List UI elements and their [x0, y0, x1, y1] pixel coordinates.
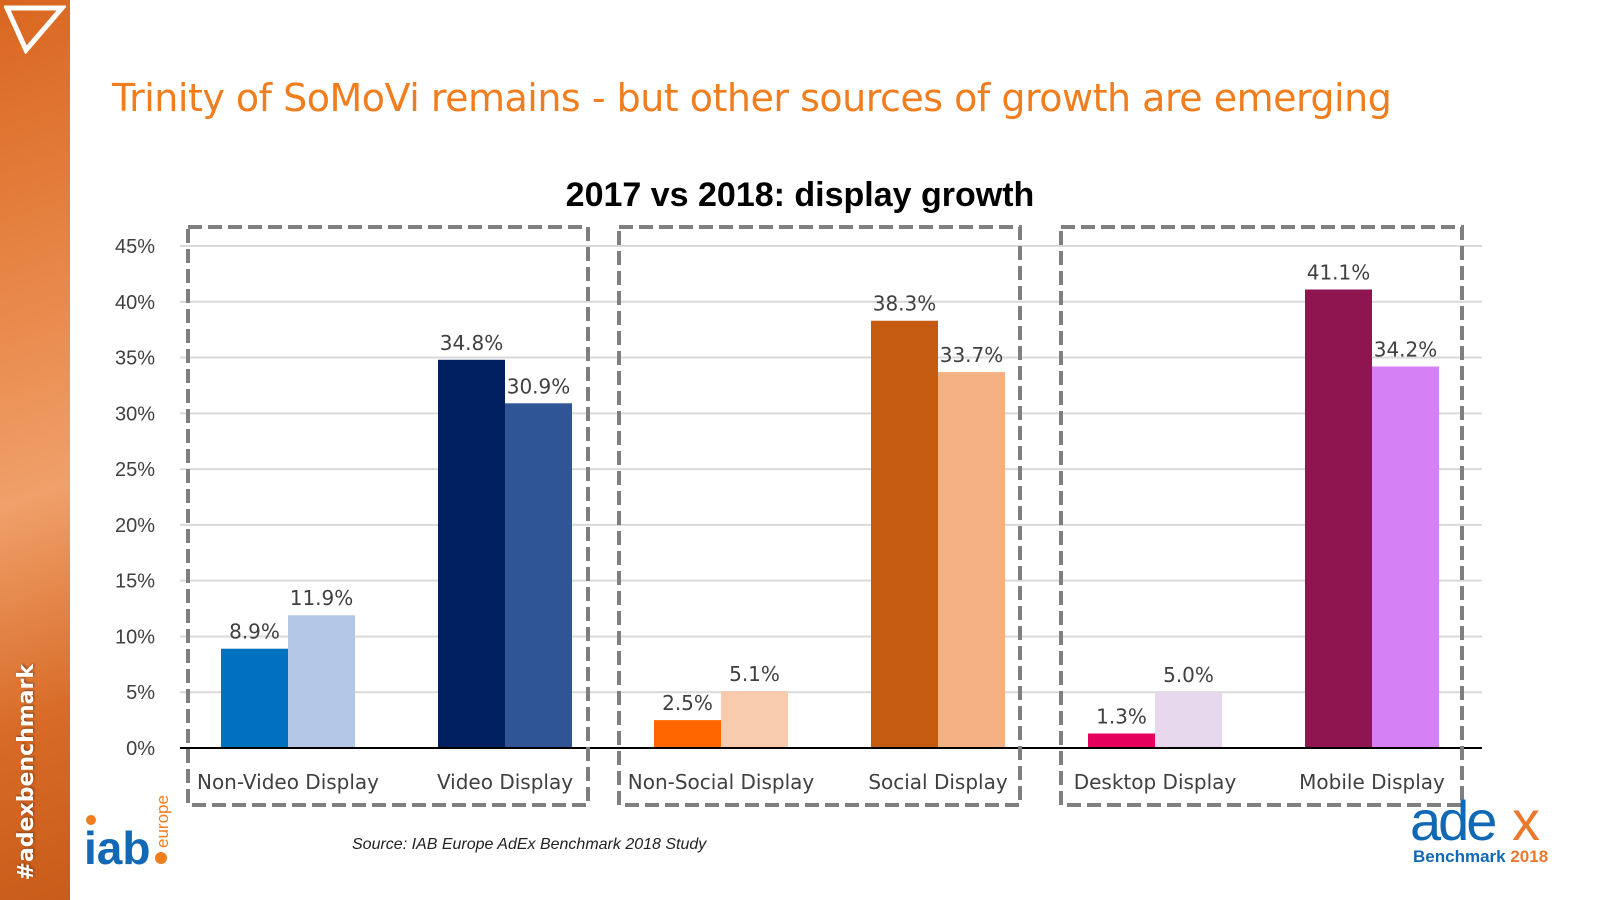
data-label: 5.0%	[1163, 663, 1214, 687]
y-tick-label: 30%	[115, 403, 155, 425]
y-tick-label: 5%	[126, 682, 155, 704]
svg-text:ade: ade	[1410, 789, 1495, 852]
adex-benchmark-logo: ade x Benchmark 2018	[1410, 789, 1548, 866]
bar	[221, 648, 288, 748]
x-tick-label: Non-Social Display	[628, 770, 815, 794]
y-tick-label: 15%	[115, 571, 155, 593]
slide-title: Trinity of SoMoVi remains - but other so…	[112, 76, 1392, 120]
bar	[938, 372, 1005, 748]
data-label: 34.2%	[1374, 337, 1438, 361]
group-box	[617, 225, 1022, 807]
data-label: 41.1%	[1307, 261, 1371, 285]
data-label: 38.3%	[873, 292, 937, 316]
bar	[288, 615, 355, 748]
bar	[1372, 366, 1439, 748]
data-label: 11.9%	[290, 586, 354, 610]
y-tick-label: 25%	[115, 459, 155, 481]
x-tick-label: Non-Video Display	[197, 770, 379, 794]
source-note: Source: IAB Europe AdEx Benchmark 2018 S…	[352, 836, 707, 853]
chart-title: 2017 vs 2018: display growth	[565, 176, 1035, 214]
y-tick-label: 0%	[126, 738, 155, 760]
x-tick-label: Social Display	[868, 770, 1008, 794]
data-label: 33.7%	[940, 343, 1004, 367]
data-label: 2.5%	[662, 691, 713, 715]
y-tick-label: 10%	[115, 626, 155, 648]
svg-text:x: x	[1512, 789, 1540, 852]
bar	[654, 720, 721, 748]
x-tick-label: Mobile Display	[1299, 770, 1445, 794]
y-tick-label: 45%	[115, 236, 155, 258]
sidebar: #adexbenchmark	[0, 0, 70, 900]
y-tick-label: 35%	[115, 348, 155, 370]
data-label: 30.9%	[507, 374, 571, 398]
data-label: 34.8%	[440, 331, 504, 355]
iab-europe-logo: iab europe	[84, 795, 172, 868]
y-tick-label: 40%	[115, 292, 155, 314]
svg-text:Benchmark 2018: Benchmark 2018	[1413, 847, 1548, 866]
svg-text:europe: europe	[153, 795, 172, 848]
data-label: 8.9%	[229, 620, 280, 644]
bar	[438, 359, 505, 748]
bar	[1155, 692, 1222, 748]
bar	[1088, 733, 1155, 748]
data-label: 1.3%	[1096, 704, 1147, 728]
data-label: 5.1%	[729, 662, 780, 686]
x-tick-label: Video Display	[437, 770, 573, 794]
bar	[721, 691, 788, 748]
y-tick-label: 20%	[115, 515, 155, 537]
bar	[871, 320, 938, 748]
bar	[1305, 289, 1372, 748]
group-box	[1059, 225, 1464, 807]
x-tick-label: Desktop Display	[1074, 770, 1237, 794]
group-box	[186, 225, 590, 807]
bar	[505, 403, 572, 748]
svg-text:iab: iab	[84, 822, 150, 868]
triangle-down-outline-icon	[4, 5, 66, 54]
